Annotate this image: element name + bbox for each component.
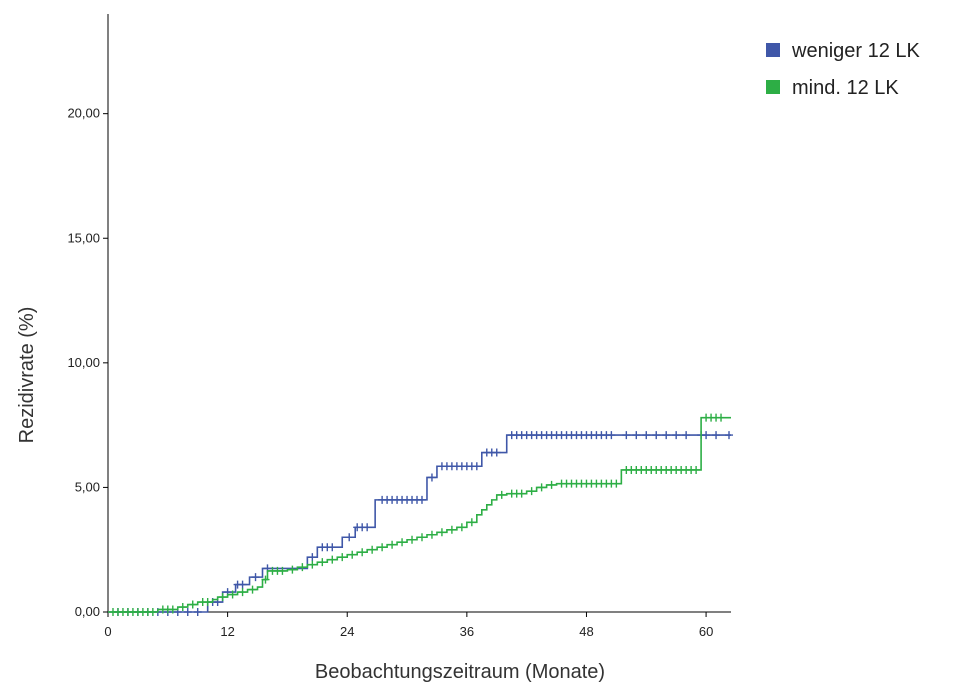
censor-mark bbox=[517, 489, 526, 498]
censor-mark bbox=[427, 530, 436, 539]
censor-mark bbox=[408, 535, 417, 544]
censor-mark bbox=[527, 487, 536, 496]
censor-mark bbox=[288, 565, 297, 574]
censor-mark bbox=[725, 431, 734, 440]
censor-mark bbox=[682, 431, 691, 440]
censor-mark bbox=[218, 593, 227, 602]
censor-mark bbox=[368, 545, 377, 554]
series-line-weniger-12-lk bbox=[108, 434, 731, 613]
x-tick-label: 60 bbox=[699, 624, 713, 639]
censor-mark bbox=[188, 600, 197, 609]
censor-mark bbox=[607, 431, 616, 440]
censor-mark bbox=[702, 431, 711, 440]
censor-mark bbox=[248, 585, 257, 594]
censor-mark bbox=[308, 553, 317, 562]
axes bbox=[107, 14, 731, 613]
censor-mark bbox=[318, 558, 327, 567]
censor-mark bbox=[193, 608, 202, 616]
censor-mark bbox=[308, 560, 317, 569]
censor-mark bbox=[417, 533, 426, 542]
censor-mark bbox=[251, 573, 260, 582]
x-tick-label: 24 bbox=[340, 624, 354, 639]
censor-mark bbox=[348, 550, 357, 559]
x-tick-label: 12 bbox=[220, 624, 234, 639]
censor-mark bbox=[363, 523, 372, 532]
censor-mark bbox=[298, 563, 307, 572]
series-line-mind-12-lk bbox=[108, 416, 731, 613]
censor-mark bbox=[427, 473, 436, 482]
censor-mark bbox=[238, 588, 247, 597]
censor-mark bbox=[183, 608, 192, 616]
x-axis-title: Beobachtungszeitraum (Monate) bbox=[315, 661, 605, 683]
censor-mark bbox=[358, 548, 367, 557]
y-tick-label: 10,00 bbox=[67, 355, 100, 370]
y-tick-label: 15,00 bbox=[67, 230, 100, 245]
y-axis-title: Rezidivrate (%) bbox=[16, 307, 38, 444]
censor-mark bbox=[328, 555, 337, 564]
series-mind-12-lk bbox=[108, 413, 731, 616]
censor-mark bbox=[228, 590, 237, 599]
censor-mark bbox=[472, 462, 481, 471]
censor-mark bbox=[278, 566, 287, 575]
x-tick-label: 36 bbox=[460, 624, 474, 639]
censor-mark bbox=[642, 431, 651, 440]
legend-swatch-mind-12-lk bbox=[766, 80, 780, 94]
x-ticks: 0 12 24 36 48 60 bbox=[104, 612, 713, 639]
censor-mark bbox=[345, 533, 354, 542]
censor-mark bbox=[622, 431, 631, 440]
censor-mark bbox=[497, 490, 506, 499]
censor-mark bbox=[388, 540, 397, 549]
x-tick-label: 0 bbox=[104, 624, 111, 639]
censor-mark bbox=[437, 528, 446, 537]
censor-mark bbox=[467, 518, 476, 527]
censor-mark bbox=[417, 495, 426, 504]
censor-mark bbox=[457, 523, 466, 532]
censor-mark bbox=[398, 538, 407, 547]
censor-mark bbox=[662, 431, 671, 440]
y-tick-label: 5,00 bbox=[75, 479, 100, 494]
legend-swatch-weniger-12-lk bbox=[766, 43, 780, 57]
y-tick-label: 0,00 bbox=[75, 604, 100, 619]
censor-mark bbox=[537, 483, 546, 492]
censor-mark bbox=[492, 448, 501, 457]
censor-mark bbox=[178, 603, 187, 612]
censor-mark bbox=[378, 543, 387, 552]
series-weniger-12-lk bbox=[108, 431, 734, 616]
censor-mark bbox=[203, 598, 212, 607]
legend-label-weniger-12-lk: weniger 12 LK bbox=[791, 40, 921, 62]
censor-mark bbox=[261, 575, 270, 584]
censor-mark bbox=[692, 465, 701, 474]
censor-mark bbox=[717, 413, 726, 422]
censor-mark bbox=[238, 580, 247, 589]
censor-mark bbox=[338, 553, 347, 562]
censor-mark bbox=[547, 480, 556, 489]
legend: weniger 12 LK mind. 12 LK bbox=[766, 40, 921, 99]
censor-mark bbox=[148, 608, 157, 616]
censor-mark bbox=[168, 605, 177, 614]
censor-mark bbox=[652, 431, 661, 440]
x-tick-label: 48 bbox=[579, 624, 593, 639]
censor-mark bbox=[612, 479, 621, 488]
y-ticks: 0,00 5,00 10,00 15,00 20,00 bbox=[67, 106, 108, 619]
y-tick-label: 20,00 bbox=[67, 106, 100, 121]
censor-mark bbox=[447, 525, 456, 534]
series-layer bbox=[108, 413, 734, 616]
censor-mark bbox=[672, 431, 681, 440]
legend-label-mind-12-lk: mind. 12 LK bbox=[792, 77, 899, 99]
censor-mark bbox=[328, 543, 337, 552]
censor-mark bbox=[632, 431, 641, 440]
censor-mark bbox=[712, 431, 721, 440]
